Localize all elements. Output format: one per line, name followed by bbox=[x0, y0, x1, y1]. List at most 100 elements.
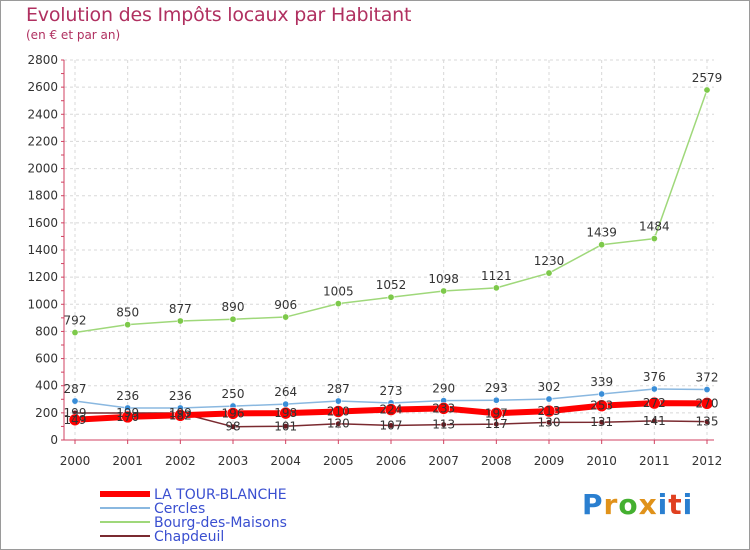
x-tick-label-2006: 2006 bbox=[376, 454, 407, 468]
y-tick-label-1600: 1600 bbox=[27, 216, 58, 230]
data-label-bourg-des-maisons-2012: 2579 bbox=[692, 71, 723, 85]
point-chapdeuil-2011 bbox=[651, 417, 658, 424]
data-label-la-tour-blanche-2010: 253 bbox=[590, 399, 613, 413]
y-tick-label-400: 400 bbox=[35, 379, 58, 393]
point-la-tour-blanche-2009 bbox=[542, 404, 556, 418]
data-label-chapdeuil-2004: 101 bbox=[274, 419, 297, 433]
point-la-tour-blanche-2005 bbox=[332, 405, 345, 418]
point-la-tour-blanche-2001 bbox=[121, 410, 134, 424]
y-tick-label-2400: 2400 bbox=[27, 107, 58, 121]
point-la-tour-blanche-2006 bbox=[384, 403, 398, 416]
chart-title: Evolution des Impôts locaux par Habitant bbox=[26, 4, 412, 26]
point-bourg-des-maisons-2003 bbox=[229, 315, 237, 323]
data-label-chapdeuil-2000: 199 bbox=[64, 406, 87, 420]
point-cercles-2011 bbox=[650, 385, 658, 393]
point-la-tour-blanche-2010 bbox=[595, 399, 608, 412]
point-bourg-des-maisons-2009 bbox=[545, 269, 553, 277]
data-label-la-tour-blanche-2007: 233 bbox=[432, 401, 455, 415]
point-bourg-des-maisons-2008 bbox=[492, 284, 500, 292]
y-tick-label-1400: 1400 bbox=[27, 243, 58, 257]
logo-letter-6: i bbox=[682, 488, 694, 521]
point-chapdeuil-2006 bbox=[387, 422, 395, 429]
data-label-la-tour-blanche-2005: 210 bbox=[327, 405, 350, 419]
point-bourg-des-maisons-2005 bbox=[334, 300, 342, 308]
data-label-bourg-des-maisons-2001: 850 bbox=[116, 306, 139, 320]
point-la-tour-blanche-2003 bbox=[226, 407, 240, 420]
data-label-chapdeuil-2007: 113 bbox=[432, 418, 455, 432]
data-label-la-tour-blanche-2003: 196 bbox=[222, 406, 245, 420]
data-label-la-tour-blanche-2012: 270 bbox=[696, 396, 719, 410]
x-tick-label-2007: 2007 bbox=[428, 454, 459, 468]
data-label-la-tour-blanche-2001: 170 bbox=[116, 410, 139, 424]
x-tick-label-2001: 2001 bbox=[112, 454, 143, 468]
point-cercles-2005 bbox=[334, 397, 342, 405]
data-label-bourg-des-maisons-2008: 1121 bbox=[481, 269, 512, 283]
point-bourg-des-maisons-2004 bbox=[282, 313, 290, 321]
point-cercles-2010 bbox=[598, 390, 606, 398]
point-la-tour-blanche-2004 bbox=[279, 406, 292, 420]
data-label-cercles-2011: 376 bbox=[643, 370, 666, 384]
x-tick-label-2010: 2010 bbox=[586, 454, 617, 468]
point-chapdeuil-2010 bbox=[598, 419, 605, 426]
logo-letter-0: P bbox=[582, 488, 604, 521]
x-tick-label-2008: 2008 bbox=[481, 454, 512, 468]
logo-letter-2: o bbox=[618, 488, 639, 521]
y-tick-label-200: 200 bbox=[35, 406, 58, 420]
data-label-la-tour-blanche-2011: 272 bbox=[643, 396, 666, 410]
data-label-bourg-des-maisons-2009: 1230 bbox=[534, 254, 565, 268]
point-chapdeuil-2008 bbox=[493, 421, 500, 428]
point-chapdeuil-2007 bbox=[440, 421, 447, 428]
data-label-la-tour-blanche-2006: 224 bbox=[380, 403, 403, 417]
point-bourg-des-maisons-2000 bbox=[71, 329, 79, 337]
data-label-cercles-2003: 250 bbox=[222, 387, 245, 401]
logo-letter-1: r bbox=[603, 488, 619, 521]
y-tick-label-800: 800 bbox=[35, 324, 58, 338]
chart-axes: 0 200 400 600 800 1000 1200 1400 1600 1800 2000 220… bbox=[27, 53, 722, 468]
data-label-chapdeuil-2009: 130 bbox=[538, 415, 561, 429]
logo-letter-5: t bbox=[668, 488, 683, 521]
data-label-bourg-des-maisons-2000: 792 bbox=[64, 314, 87, 328]
data-label-chapdeuil-2010: 131 bbox=[590, 415, 613, 429]
x-tick-label-2009: 2009 bbox=[534, 454, 565, 468]
data-label-cercles-2000: 287 bbox=[64, 382, 87, 396]
point-bourg-des-maisons-2010 bbox=[598, 241, 606, 249]
point-bourg-des-maisons-2001 bbox=[124, 321, 132, 329]
chart-subtitle: (en € et par an) bbox=[26, 28, 121, 42]
data-label-cercles-2010: 339 bbox=[590, 375, 613, 389]
data-label-chapdeuil-2006: 107 bbox=[380, 418, 403, 432]
y-tick-label-2000: 2000 bbox=[27, 162, 58, 176]
x-tick-label-2003: 2003 bbox=[218, 454, 249, 468]
point-cercles-2008 bbox=[492, 396, 500, 404]
data-label-bourg-des-maisons-2003: 890 bbox=[222, 300, 245, 314]
data-label-bourg-des-maisons-2005: 1005 bbox=[323, 285, 354, 299]
point-la-tour-blanche-2002 bbox=[174, 408, 187, 422]
data-label-chapdeuil-2001: 199 bbox=[116, 406, 139, 420]
point-chapdeuil-2012 bbox=[703, 418, 711, 425]
y-tick-label-1200: 1200 bbox=[27, 270, 58, 284]
data-label-bourg-des-maisons-2002: 877 bbox=[169, 302, 192, 316]
data-label-cercles-2006: 273 bbox=[380, 384, 403, 398]
legend-label-chapdeuil: Chapdeuil bbox=[154, 529, 224, 545]
data-label-bourg-des-maisons-2004: 906 bbox=[274, 298, 297, 312]
data-label-chapdeuil-2011: 141 bbox=[643, 414, 666, 428]
y-tick-label-2600: 2600 bbox=[27, 80, 58, 94]
data-label-cercles-2009: 302 bbox=[538, 380, 561, 394]
y-tick-label-0: 0 bbox=[50, 433, 58, 447]
data-label-cercles-2002: 236 bbox=[169, 389, 192, 403]
data-label-cercles-2005: 287 bbox=[327, 382, 350, 396]
data-label-la-tour-blanche-2000: 149 bbox=[64, 413, 87, 427]
proxiti-logo: Proxiti bbox=[582, 488, 693, 521]
legend-label-cercles: Cercles bbox=[154, 501, 205, 517]
data-label-chapdeuil-2012: 135 bbox=[696, 415, 719, 429]
x-tick-label-2012: 2012 bbox=[692, 454, 723, 468]
data-label-chapdeuil-2003: 98 bbox=[225, 420, 240, 434]
y-tick-label-1000: 1000 bbox=[27, 297, 58, 311]
data-label-cercles-2012: 372 bbox=[696, 371, 719, 385]
point-la-tour-blanche-2007 bbox=[437, 402, 450, 415]
point-cercles-2009 bbox=[545, 395, 553, 403]
x-tick-label-2005: 2005 bbox=[323, 454, 354, 468]
point-la-tour-blanche-2008 bbox=[490, 406, 503, 420]
y-tick-label-2200: 2200 bbox=[27, 134, 58, 148]
point-chapdeuil-2009 bbox=[545, 419, 553, 426]
